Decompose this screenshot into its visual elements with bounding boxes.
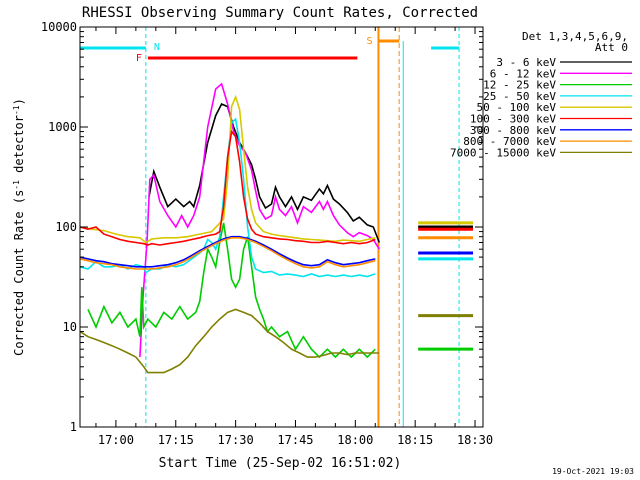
flag-label-s: S	[366, 36, 372, 47]
y-tick-label-1: 10	[63, 320, 77, 334]
legend-label-5: 100 - 300 keV	[470, 113, 556, 126]
y-tick-label-2: 100	[55, 220, 77, 234]
x-tick-label-0: 17:00	[98, 433, 134, 447]
y-axis-label-exp1: -1	[12, 180, 21, 190]
y-axis-label-mid: detector	[12, 115, 26, 180]
legend-label-4: 50 - 100 keV	[477, 101, 557, 114]
legend-label-3: 25 - 50 keV	[483, 90, 556, 103]
y-axis: 1 10 100 1000 10000	[41, 20, 483, 434]
flag-label-f: F	[136, 53, 142, 64]
series-line-0	[148, 102, 381, 243]
x-tick-label-1: 17:15	[158, 433, 194, 447]
legend-label-8: 7000 - 15000 keV	[450, 146, 556, 159]
legend-header-detectors: Det 1,3,4,5,6,9,	[522, 30, 628, 43]
chart-title: RHESSI Observing Summary Count Rates, Co…	[82, 5, 478, 21]
y-axis-label-main: Corrected Count Rate (s	[12, 190, 26, 356]
series-line-8	[79, 308, 380, 374]
x-tick-label-6: 18:30	[457, 433, 493, 447]
x-tick-label-2: 17:30	[218, 433, 254, 447]
series-line-6	[79, 235, 376, 268]
series-line-2	[87, 222, 376, 359]
y-axis-label-end: )	[12, 98, 26, 105]
plot-area: N F S	[79, 27, 474, 427]
x-axis-label: Start Time (25-Sep-02 16:51:02)	[159, 456, 402, 471]
y-tick-label-3: 1000	[48, 120, 77, 134]
y-tick-label-0: 1	[70, 420, 77, 434]
generation-timestamp: 19-Oct-2021 19:03	[552, 467, 634, 476]
y-tick-label-4: 10000	[41, 20, 77, 34]
y-axis-label-exp2: -1	[12, 105, 21, 115]
legend-header-attenuator: Att 0	[595, 41, 628, 54]
x-tick-label-4: 18:00	[337, 433, 373, 447]
series-line-1	[139, 82, 380, 358]
legend-label-2: 12 - 25 keV	[483, 79, 556, 92]
x-tick-label-3: 17:45	[277, 433, 313, 447]
flag-label-n: N	[154, 42, 160, 53]
x-axis: 17:00 17:15 17:30 17:45 18:00 18:15 18:30	[95, 27, 493, 447]
legend-label-1: 6 - 12 keV	[490, 67, 557, 80]
legend-label-6: 300 - 800 keV	[470, 124, 556, 137]
x-tick-label-5: 18:15	[397, 433, 433, 447]
series-line-5	[79, 129, 376, 246]
legend-label-7: 800 - 7000 keV	[463, 135, 556, 148]
legend-label-0: 3 - 6 keV	[496, 56, 556, 69]
y-axis-label: Corrected Count Rate (s-1 detector-1)	[12, 98, 27, 356]
series-line-7	[79, 237, 376, 270]
series-line-4	[79, 94, 376, 244]
